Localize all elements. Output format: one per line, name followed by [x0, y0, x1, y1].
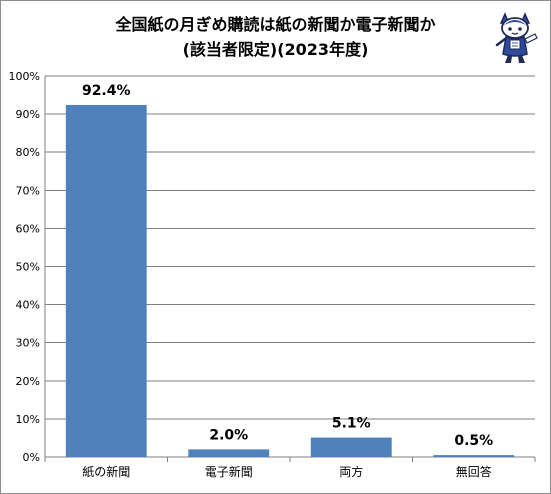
- bar: [65, 104, 147, 458]
- bar: [188, 449, 270, 457]
- x-tick-label: 両方: [339, 464, 363, 479]
- bar: [310, 437, 392, 457]
- x-tick-label: 電子新聞: [205, 464, 253, 479]
- y-tick-label: 40%: [16, 299, 40, 312]
- y-tick-label: 30%: [16, 337, 40, 350]
- y-tick-label: 70%: [16, 184, 40, 197]
- y-tick-label: 60%: [16, 222, 40, 235]
- chart-title-line-2: (該当者限定)(2023年度): [182, 40, 369, 59]
- y-tick-label: 10%: [16, 413, 40, 426]
- data-label: 92.4%: [82, 83, 131, 99]
- y-tick-label: 20%: [16, 375, 40, 388]
- y-tick-label: 90%: [16, 108, 40, 121]
- data-label: 5.1%: [332, 416, 371, 432]
- mascot-logo-icon: [495, 12, 538, 63]
- data-label: 0.5%: [454, 433, 493, 449]
- x-tick-label: 無回答: [456, 464, 492, 479]
- x-tick-label: 紙の新聞: [82, 464, 130, 479]
- y-tick-label: 80%: [16, 146, 40, 159]
- chart-title: 全国紙の月ぎめ購読は紙の新聞か電子新聞か (該当者限定)(2023年度): [0, 12, 551, 62]
- bar: [433, 455, 515, 457]
- chart-title-line-1: 全国紙の月ぎめ購読は紙の新聞か電子新聞か: [115, 15, 436, 34]
- data-label: 2.0%: [209, 427, 248, 443]
- y-tick-label: 0%: [23, 451, 40, 464]
- y-tick-label: 100%: [9, 70, 40, 83]
- y-tick-label: 50%: [16, 261, 40, 274]
